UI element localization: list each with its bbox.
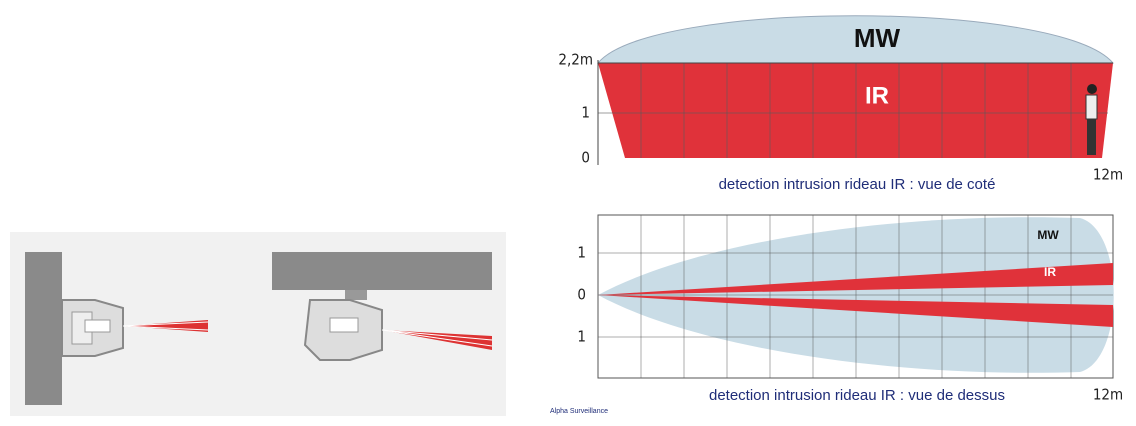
axis-label: 0 bbox=[581, 149, 590, 167]
axis-label: 1 bbox=[581, 104, 590, 122]
mw-zone bbox=[596, 15, 1115, 64]
side-view: MW IR 2,2m 1 0 12m detection intrusion r… bbox=[558, 15, 1123, 193]
axis-label: 12m bbox=[1093, 166, 1123, 184]
sensor-illustration bbox=[10, 232, 506, 416]
ir-beam bbox=[598, 263, 1113, 295]
ir-beam bbox=[598, 295, 1113, 327]
person bbox=[1085, 84, 1098, 155]
axis-label: 2,2m bbox=[558, 51, 593, 69]
credit: Alpha Surveillance bbox=[550, 408, 608, 415]
zone-label: IR bbox=[1044, 265, 1056, 279]
axis-label: 0 bbox=[577, 286, 586, 304]
axis-label: 12m bbox=[1093, 386, 1123, 404]
zone-label: MW bbox=[1037, 228, 1059, 242]
top-view: MW IR 1 0 1 12m detection intrusion ride… bbox=[577, 214, 1123, 404]
axis-label: 1 bbox=[577, 244, 586, 262]
zone-label: IR bbox=[865, 82, 889, 109]
zone-label: MW bbox=[854, 23, 901, 53]
axis-label: 1 bbox=[577, 328, 586, 346]
caption: detection intrusion rideau IR : vue de c… bbox=[719, 176, 996, 193]
caption: detection intrusion rideau IR : vue de d… bbox=[709, 387, 1005, 404]
